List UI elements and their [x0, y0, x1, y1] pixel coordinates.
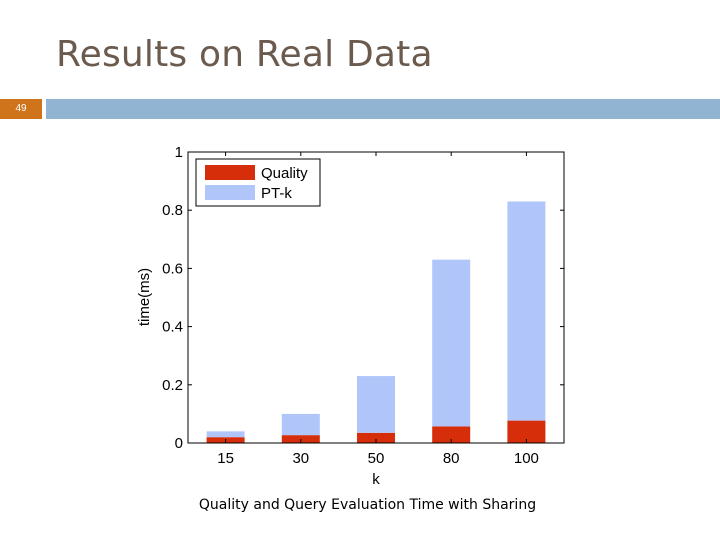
y-tick-label: 0.6	[162, 260, 183, 277]
slide-number: 49	[0, 99, 42, 119]
legend-label-quality: Quality	[261, 165, 308, 182]
bar-quality-k50	[357, 432, 395, 443]
chart-caption: Quality and Query Evaluation Time with S…	[198, 497, 537, 513]
y-tick-label: 0.2	[162, 377, 183, 394]
y-axis-label: time(ms)	[136, 268, 153, 326]
y-tick-label: 0.4	[162, 319, 183, 336]
header-bar: 49	[0, 99, 720, 119]
bars-group	[206, 201, 546, 443]
y-tick-label: 0.8	[162, 202, 183, 219]
bar-ptk-k80	[432, 259, 471, 427]
x-tick-label: 80	[443, 450, 460, 467]
bar-quality-k100	[507, 420, 546, 443]
bar-quality-k80	[432, 426, 471, 443]
header-strip	[46, 99, 720, 119]
x-tick-label: 30	[292, 450, 309, 467]
bar-ptk-k30	[281, 413, 320, 436]
x-tick-label: 100	[514, 450, 539, 467]
x-ticks-group: 15 30 50 80 100	[217, 152, 539, 467]
slide-title: Results on Real Data	[56, 34, 433, 75]
legend-label-ptk: PT-k	[261, 185, 292, 202]
legend: Quality PT-k	[195, 158, 321, 207]
y-ticks-group: 0 0.2 0.4 0.6 0.8 1	[162, 144, 564, 452]
y-tick-label: 0	[175, 435, 183, 452]
legend-swatch-ptk	[205, 185, 255, 200]
x-axis-label: k	[372, 471, 380, 488]
x-tick-label: 15	[217, 450, 234, 467]
bar-ptk-k15	[206, 431, 245, 438]
x-tick-label: 50	[368, 450, 385, 467]
y-tick-label: 1	[175, 144, 183, 161]
bar-ptk-k100	[507, 201, 546, 421]
legend-swatch-quality	[205, 165, 255, 180]
bar-ptk-k50	[357, 376, 395, 433]
